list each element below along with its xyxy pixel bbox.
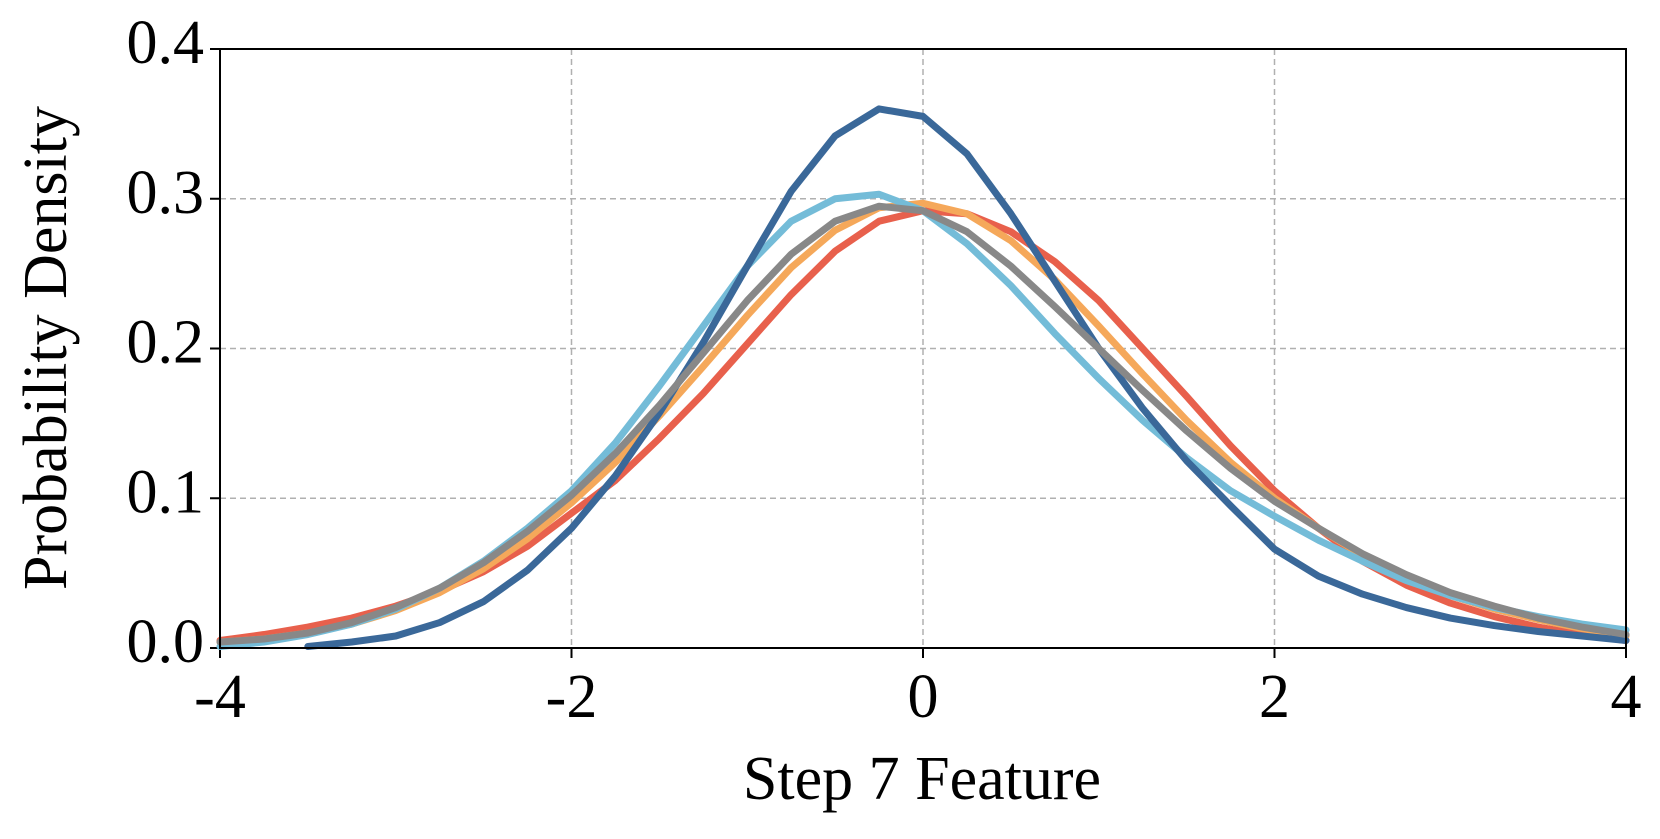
series-line	[216, 202, 1630, 646]
x-tick-label: -2	[546, 663, 598, 731]
x-tick-label: 4	[1611, 663, 1642, 731]
x-tick-label: 0	[908, 663, 939, 731]
y-tick-label: 0.3	[127, 159, 205, 227]
x-tick-label: 2	[1259, 663, 1290, 731]
y-tick-label: 0.0	[127, 608, 205, 676]
y-tick-label: 0.2	[127, 309, 205, 377]
y-tick-label: 0.4	[127, 9, 205, 77]
y-tick-label: 0.1	[127, 458, 205, 526]
x-tick-label: -4	[194, 663, 246, 731]
y-axis-label: Probability Density	[12, 106, 80, 590]
series-line	[304, 105, 1630, 651]
plot-frame	[219, 48, 1627, 649]
x-axis-label: Step 7 Feature	[743, 745, 1101, 813]
